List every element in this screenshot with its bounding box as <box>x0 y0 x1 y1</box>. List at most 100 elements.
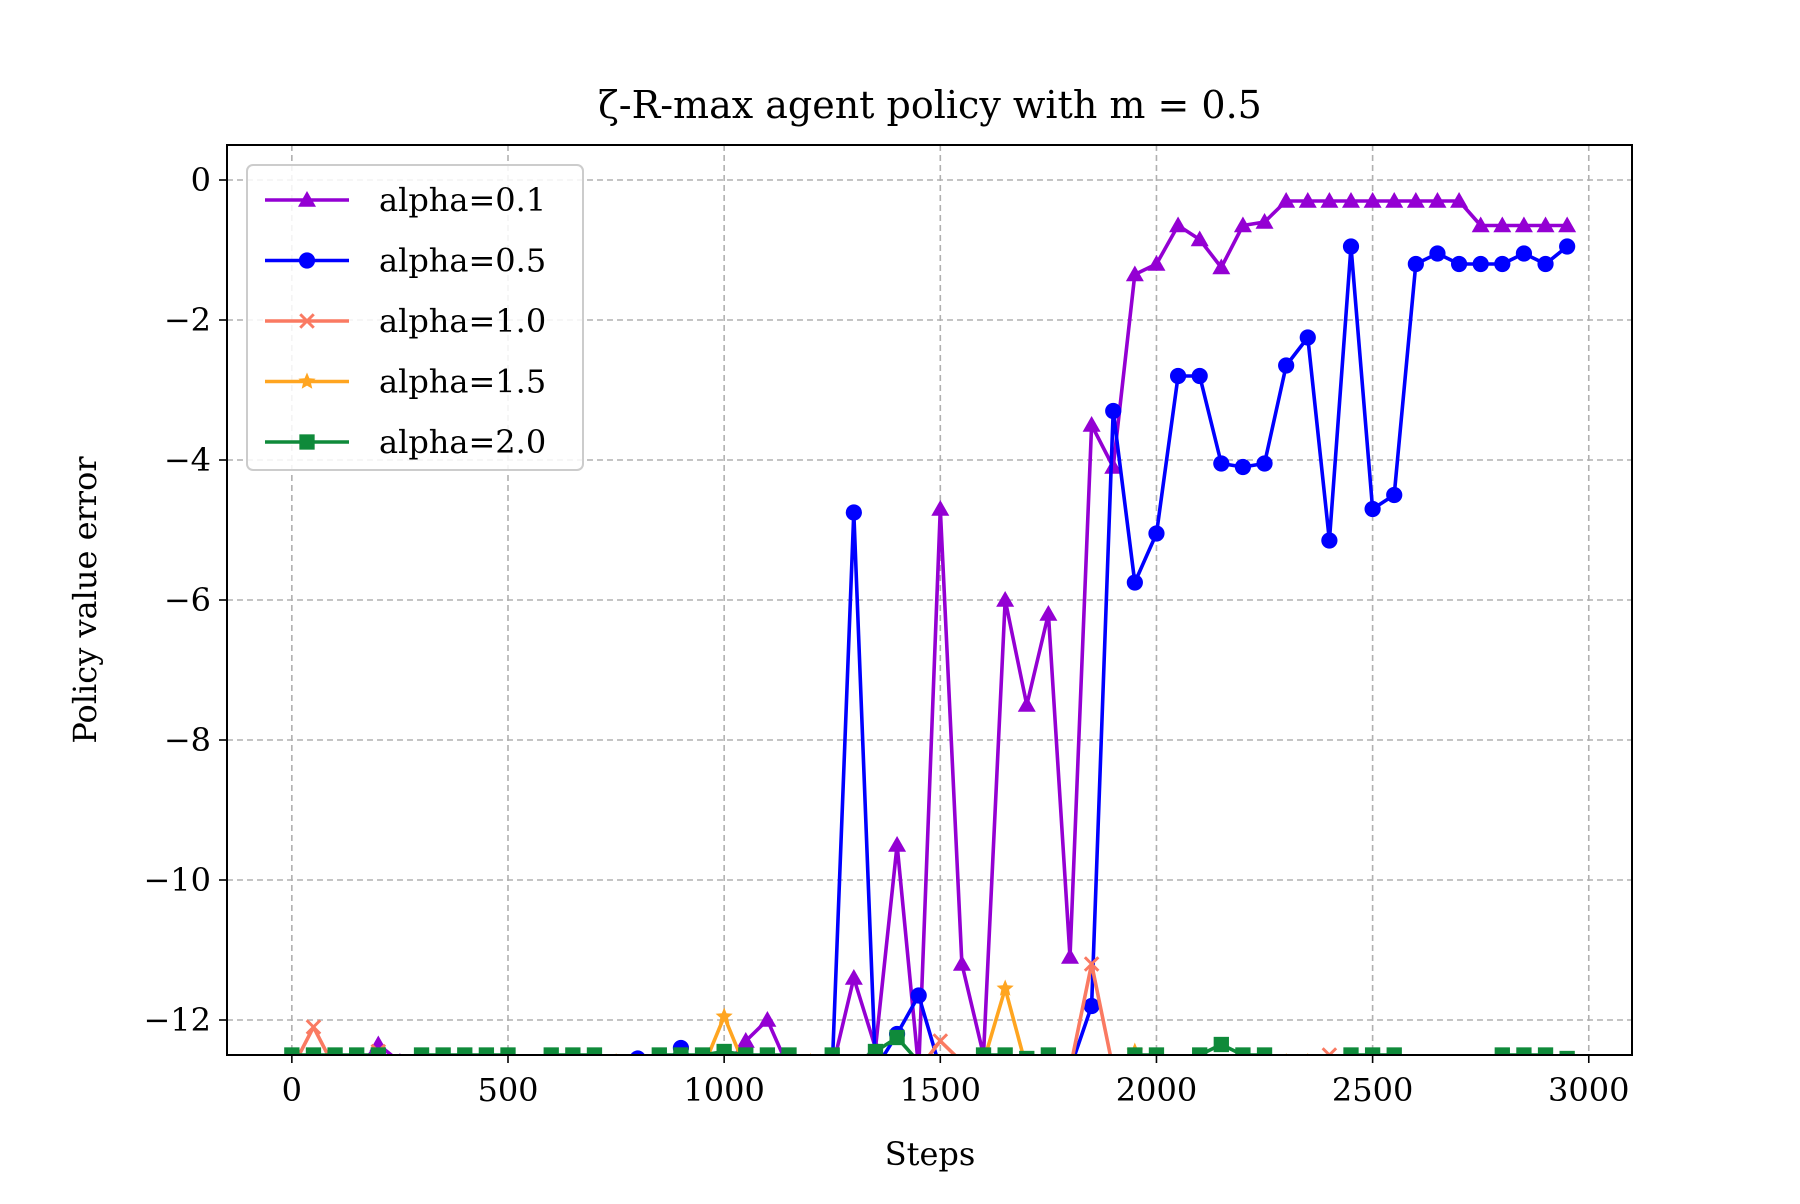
data-point <box>1190 230 1209 247</box>
data-point <box>1212 258 1231 275</box>
data-point <box>889 1029 905 1046</box>
data-point <box>1363 192 1382 208</box>
data-point <box>1428 192 1447 208</box>
series-alpha=0.5 <box>630 238 1576 1055</box>
data-point <box>1342 238 1360 255</box>
data-point <box>1299 329 1316 346</box>
data-point <box>1320 192 1339 208</box>
x-tick-label: 500 <box>477 1071 538 1109</box>
data-point <box>1514 216 1533 233</box>
data-point <box>478 1047 495 1055</box>
data-point <box>1321 532 1338 549</box>
data-point <box>952 955 971 971</box>
series-line <box>671 244 1569 1055</box>
data-point <box>630 1050 645 1055</box>
chart-title: ζ-R-max agent policy with m = 0.5 <box>598 83 1262 127</box>
data-point <box>1558 216 1577 233</box>
data-point <box>1407 255 1424 273</box>
y-tick-label: −6 <box>164 581 211 619</box>
data-point <box>1342 192 1360 208</box>
data-point <box>694 1047 711 1055</box>
data-point <box>997 1047 1013 1055</box>
legend-marker <box>298 191 316 207</box>
data-point <box>413 1047 430 1055</box>
data-point <box>1516 1047 1532 1055</box>
data-point <box>1169 216 1188 233</box>
data-point <box>1515 245 1533 262</box>
data-point <box>1192 1047 1208 1055</box>
data-point <box>736 1032 755 1048</box>
data-point <box>1364 1047 1381 1055</box>
legend-item: alpha=0.1 <box>265 181 546 219</box>
data-point <box>543 1047 559 1055</box>
data-point <box>1039 605 1058 621</box>
data-point <box>1019 1050 1035 1055</box>
data-point <box>1148 1047 1165 1055</box>
data-point <box>1386 486 1403 504</box>
data-point <box>305 1047 322 1055</box>
data-point <box>284 1047 300 1055</box>
series-alpha=0.1 <box>366 192 1577 1055</box>
y-tick-label: −10 <box>143 861 211 899</box>
data-point <box>932 1033 949 1049</box>
data-point <box>1125 265 1144 282</box>
legend: alpha=0.1 alpha=0.5 alpha=1.0 alpha=1.5 alph… <box>246 164 584 471</box>
y-tick-label: −2 <box>164 301 211 339</box>
data-point <box>1385 192 1404 208</box>
data-point <box>1061 948 1079 964</box>
data-point <box>1472 255 1489 273</box>
data-point <box>1083 997 1100 1015</box>
data-point <box>435 1047 451 1055</box>
data-point <box>1191 367 1208 385</box>
data-point <box>1278 357 1295 374</box>
y-tick-label: 0 <box>191 161 211 199</box>
data-point <box>931 500 950 516</box>
axis-ticks: 0 500 1000 1500 2000 2500 3000 0 −2 −4 −6 −8 −10 −12 <box>143 161 1629 1109</box>
data-point <box>1559 1050 1575 1055</box>
data-point <box>1083 956 1100 972</box>
data-point <box>1537 1047 1554 1055</box>
x-tick-label: 0 <box>282 1071 302 1109</box>
x-tick-label: 3000 <box>1548 1071 1629 1109</box>
legend-label: alpha=0.1 <box>379 181 546 219</box>
legend-label: alpha=1.5 <box>379 363 546 401</box>
data-point <box>586 1047 603 1055</box>
y-tick-label: −12 <box>143 1001 211 1039</box>
data-point <box>1494 255 1511 273</box>
data-point <box>738 1047 754 1055</box>
x-tick-label: 2000 <box>1116 1071 1197 1109</box>
data-point <box>1213 455 1230 472</box>
data-point <box>1559 238 1576 255</box>
grid <box>227 145 1632 1055</box>
data-point <box>1450 255 1468 273</box>
y-tick-label: −8 <box>164 721 211 759</box>
legend-marker <box>299 313 315 329</box>
data-point <box>1343 1047 1359 1055</box>
legend-label: alpha=1.0 <box>379 302 546 340</box>
data-point <box>1386 1047 1402 1055</box>
data-point <box>845 504 862 521</box>
data-point <box>867 1043 884 1055</box>
data-point <box>1364 500 1381 518</box>
data-point <box>781 1047 797 1055</box>
data-point <box>1494 1047 1510 1055</box>
data-point <box>975 1047 992 1055</box>
legend-marker <box>299 434 315 450</box>
data-point <box>1471 216 1490 233</box>
data-point <box>1126 574 1143 591</box>
data-point <box>1147 255 1166 271</box>
data-point <box>327 1047 343 1055</box>
x-tick-label: 1500 <box>900 1071 981 1109</box>
data-point <box>1298 192 1317 208</box>
data-point <box>1277 192 1296 208</box>
data-point <box>565 1047 581 1055</box>
data-point <box>457 1047 473 1055</box>
legend-box <box>246 164 584 471</box>
data-point <box>1255 213 1274 229</box>
data-point <box>1256 1047 1273 1055</box>
data-point <box>1429 245 1446 262</box>
data-point <box>1406 192 1425 208</box>
data-point <box>824 1047 840 1055</box>
